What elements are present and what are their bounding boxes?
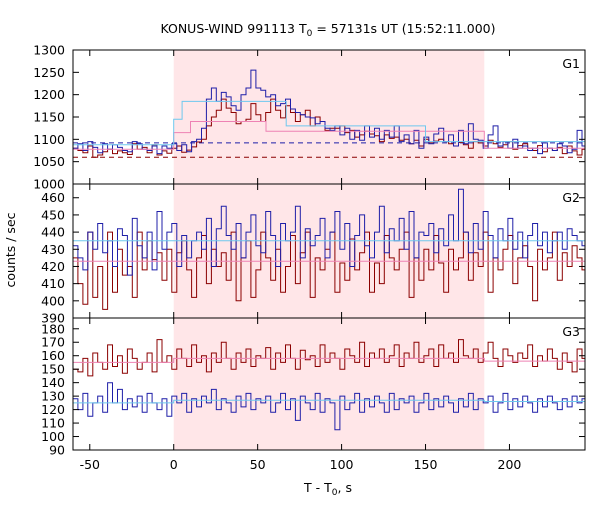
y-tick-label: 170 (41, 335, 65, 350)
y-tick-label: 430 (41, 242, 65, 257)
y-tick-label: 1150 (33, 110, 65, 125)
series-blue-histogram (73, 188, 585, 276)
y-tick-label: 410 (41, 276, 65, 291)
x-tick-label: 100 (330, 457, 354, 472)
y-tick-label: 420 (41, 259, 65, 274)
y-tick-label: 120 (41, 402, 65, 417)
chart-panels: 1000105011001150120012501300G13904004104… (33, 43, 586, 472)
fit-line-light-red (73, 357, 585, 363)
y-tick-label: 150 (41, 362, 65, 377)
series-blue-histogram (73, 382, 585, 431)
burst-interval-shade (173, 184, 485, 318)
y-tick-label: 390 (41, 311, 65, 326)
x-tick-label: 0 (170, 457, 178, 472)
x-tick-label: 50 (250, 457, 266, 472)
y-tick-label: 400 (41, 293, 65, 308)
y-axis-label: counts / sec (3, 212, 18, 287)
y-tick-label: 160 (41, 348, 65, 363)
y-tick-label: 1300 (33, 43, 65, 58)
panel-label: G1 (562, 56, 580, 71)
y-tick-label: 1050 (33, 154, 65, 169)
burst-interval-shade (173, 50, 485, 184)
chart-title: KONUS-WIND 991113 T0 = 57131s UT (15:52:… (160, 21, 495, 39)
fit-line-light-blue (73, 399, 585, 404)
y-tick-label: 90 (49, 443, 65, 458)
y-tick-label: 180 (41, 321, 65, 336)
x-tick-label: -50 (80, 457, 100, 472)
y-tick-label: 100 (41, 429, 65, 444)
y-tick-label: 140 (41, 375, 65, 390)
panel-g1: 1000 1050 1100 1150 1200 1250 1300 G1 (33, 43, 586, 192)
panel-label: G2 (562, 190, 580, 205)
x-tick-label: 150 (414, 457, 438, 472)
y-tick-label: 1250 (33, 65, 65, 80)
series-blue-histogram (73, 69, 585, 155)
y-tick-label: 1200 (33, 87, 65, 102)
panel-frame (72, 317, 586, 451)
panel-g2: 390 400 410 420 430 440 450 460 G2 (41, 183, 586, 326)
y-tick-label: 460 (41, 190, 65, 205)
burst-interval-shade (173, 318, 485, 450)
x-axis-label: T - T0, s (303, 480, 352, 498)
y-tick-label: 440 (41, 225, 65, 240)
y-tick-label: 450 (41, 207, 65, 222)
y-tick-label: 130 (41, 389, 65, 404)
x-tick-label: 200 (498, 457, 522, 472)
y-tick-label: 1000 (33, 177, 65, 192)
y-tick-label: 110 (41, 416, 65, 431)
y-tick-label: 1100 (33, 132, 65, 147)
series-red-histogram (73, 339, 585, 377)
panel-label: G3 (562, 324, 580, 339)
fit-line-light-blue (73, 100, 585, 146)
